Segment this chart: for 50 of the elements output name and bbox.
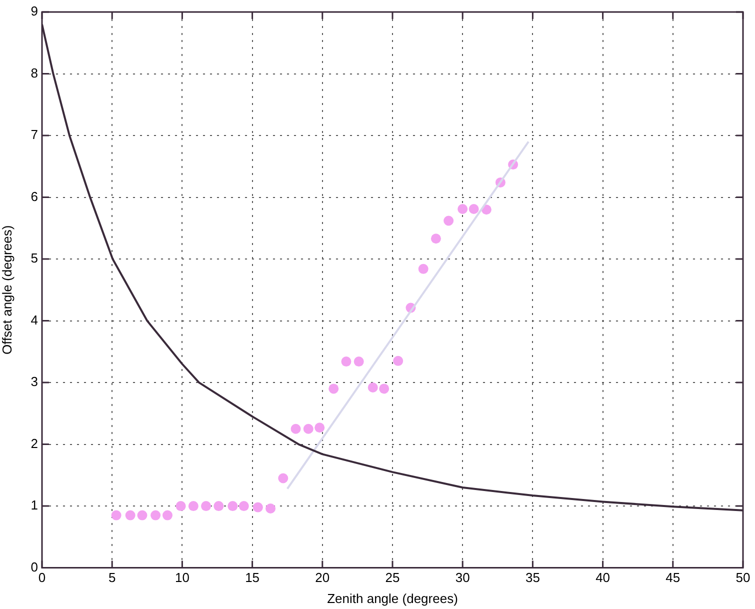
x-tick-label: 25 — [385, 570, 400, 586]
point — [176, 501, 186, 512]
point — [341, 356, 352, 367]
x-tick-label: 5 — [108, 570, 116, 586]
point — [444, 216, 454, 226]
y-tick-label: 4 — [30, 312, 38, 328]
x-tick-label: 50 — [736, 570, 750, 586]
point — [214, 501, 224, 512]
point — [418, 264, 428, 274]
point — [137, 510, 148, 520]
point — [379, 384, 390, 394]
y-tick-label: 1 — [30, 498, 38, 513]
y-tick-label: 6 — [30, 188, 38, 204]
point — [354, 356, 364, 367]
point — [125, 510, 136, 520]
point — [252, 502, 263, 512]
point — [188, 501, 198, 512]
point — [162, 510, 172, 520]
point — [468, 204, 479, 214]
point — [150, 510, 161, 520]
y-tick-label: 9 — [30, 4, 38, 19]
x-tick-label: 10 — [174, 570, 190, 586]
x-tick-label: 35 — [525, 570, 540, 586]
point — [393, 356, 404, 366]
point — [328, 384, 339, 394]
point — [303, 424, 314, 434]
y-tick-label: 3 — [30, 374, 38, 390]
y-tick-label: 8 — [30, 65, 38, 80]
point — [368, 382, 378, 392]
x-tick-label: 20 — [315, 570, 330, 586]
point — [228, 501, 238, 512]
point — [430, 234, 441, 244]
point — [266, 504, 276, 514]
x-tick-label: 45 — [666, 570, 680, 586]
y-tick-label: 0 — [30, 559, 38, 574]
point — [458, 204, 468, 214]
point — [201, 501, 212, 512]
point — [278, 473, 288, 484]
point — [238, 501, 249, 512]
point — [290, 424, 301, 434]
x-tick-label: 40 — [596, 570, 610, 586]
y-tick-label: 7 — [30, 127, 38, 142]
point — [314, 422, 325, 433]
point — [111, 510, 122, 520]
y-tick-label: 5 — [30, 250, 38, 266]
x-tick-label: 15 — [245, 570, 260, 586]
x-axis-title: Zenith angle (degrees) — [327, 590, 458, 606]
y-axis-title: Offset angle (degrees) — [0, 225, 14, 354]
y-tick-label: 2 — [30, 436, 38, 451]
x-tick-label: 30 — [455, 570, 470, 586]
